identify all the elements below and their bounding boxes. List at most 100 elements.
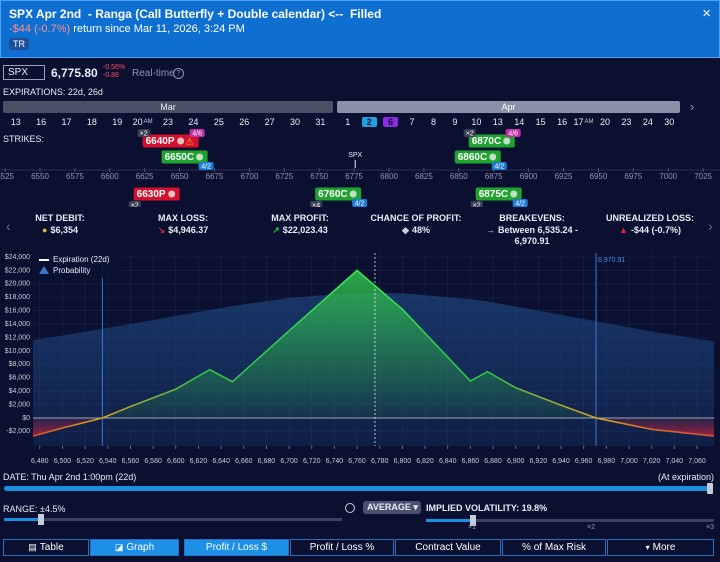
strike-chip[interactable]: 6870C×2 4/6 <box>463 129 521 148</box>
date-cell[interactable]: 26 <box>232 115 257 128</box>
average-dropdown[interactable]: AVERAGE ▾ <box>363 501 421 514</box>
date-cell[interactable]: 17 AM <box>573 115 594 128</box>
date-label[interactable]: 17 <box>61 116 72 127</box>
slider-thumb[interactable] <box>470 515 476 526</box>
date-cell[interactable]: 7 <box>401 115 422 128</box>
iv-slider[interactable] <box>426 519 714 522</box>
change: -0.56% -0.88 <box>103 64 125 80</box>
count-badge <box>512 199 528 207</box>
metric-tab[interactable]: Profit / Loss % <box>290 539 394 556</box>
date-slider[interactable] <box>4 486 710 491</box>
next-arrow[interactable]: › <box>708 218 713 234</box>
close-button[interactable]: × <box>702 5 711 22</box>
date-label[interactable]: 23 <box>163 116 174 127</box>
date-label[interactable]: 14 <box>514 116 525 127</box>
pl-line <box>33 269 714 437</box>
date-cell[interactable]: 20 <box>594 115 615 128</box>
date-label[interactable]: 9 <box>452 116 458 127</box>
date-cell[interactable]: 15 <box>530 115 551 128</box>
date-cell[interactable]: 25 <box>206 115 231 128</box>
iv-mark: ×2 <box>587 524 595 531</box>
view-tab[interactable]: ◪ Graph <box>90 539 179 556</box>
date-label[interactable]: 20 <box>599 116 610 127</box>
date-cell[interactable]: 8 <box>423 115 444 128</box>
date-label[interactable]: 2 <box>361 116 377 127</box>
loss-area <box>33 417 714 437</box>
date-label[interactable]: 1 <box>345 116 351 127</box>
mode: Real-time <box>132 68 175 79</box>
strike-chip[interactable]: 6650C 4/2 <box>161 150 214 171</box>
date-cell[interactable]: 20 AM <box>130 115 155 128</box>
date-cell[interactable]: 16 <box>28 115 53 128</box>
date-cell[interactable]: 6 <box>380 115 401 128</box>
date-label[interactable]: 16 <box>36 116 47 127</box>
info-icon[interactable]: ? <box>173 68 184 79</box>
date-label[interactable]: 23 <box>621 116 632 127</box>
date-cell[interactable]: 19 <box>105 115 130 128</box>
date-cell[interactable]: 23 <box>616 115 637 128</box>
date-label[interactable]: 19 <box>112 116 123 127</box>
range-slider[interactable] <box>4 518 342 521</box>
date-cell[interactable]: 27 <box>257 115 282 128</box>
x-tick-label: 6,760 <box>348 458 366 465</box>
stat-text: $4,946.37 <box>168 225 209 235</box>
date-label[interactable]: 26 <box>239 116 250 127</box>
date-cell[interactable]: 9 <box>444 115 465 128</box>
x-tick-label: 6,980 <box>598 458 616 465</box>
date-label[interactable]: 25 <box>213 116 224 127</box>
strike-chip[interactable]: 6630P ×2 <box>128 187 180 208</box>
date-label[interactable]: 10 <box>471 116 482 127</box>
month-bar: Mar <box>3 101 333 113</box>
metric-tab[interactable]: Profit / Loss $ <box>184 539 289 556</box>
prev-arrow[interactable]: ‹ <box>6 218 11 234</box>
date-label[interactable]: 13 <box>10 116 21 127</box>
date-label[interactable]: 24 <box>642 116 653 127</box>
date-cell[interactable]: 17 <box>54 115 79 128</box>
stat-icon: ▲ <box>619 225 628 235</box>
strike-chip[interactable]: 6640P ⚠ ×2 4/6 <box>137 129 205 148</box>
slider-thumb[interactable] <box>707 483 713 494</box>
date-label[interactable]: 16 <box>557 116 568 127</box>
date-label[interactable]: 6 <box>383 116 399 127</box>
tab-label: Contract Value <box>415 542 481 553</box>
symbol-input[interactable]: SPX <box>3 65 45 80</box>
date-cell[interactable]: 1 <box>337 115 358 128</box>
date-label[interactable]: 31 <box>315 116 326 127</box>
date-label[interactable]: 30 <box>289 116 300 127</box>
target-icon[interactable] <box>345 503 355 513</box>
date-cell[interactable]: 24 <box>181 115 206 128</box>
view-tab[interactable]: ▤ Table <box>3 539 89 556</box>
date-cell[interactable]: 31 <box>308 115 333 128</box>
date-label[interactable]: 20 <box>132 116 143 127</box>
date-label[interactable]: 24 <box>188 116 199 127</box>
slider-thumb[interactable] <box>38 514 44 525</box>
date-cell[interactable]: 30 <box>282 115 307 128</box>
strike-chip[interactable]: 6875C ×2 4/2 <box>470 187 528 208</box>
next-arrow[interactable]: › <box>690 99 695 114</box>
date-cell[interactable]: 10 <box>466 115 487 128</box>
date-label[interactable]: 17 <box>573 116 584 127</box>
date-cell[interactable]: 16 <box>551 115 572 128</box>
date-cell[interactable]: 13 <box>487 115 508 128</box>
date-cell[interactable]: 24 <box>637 115 658 128</box>
date-label[interactable]: 8 <box>430 116 436 127</box>
metric-tab[interactable]: % of Max Risk <box>502 539 606 556</box>
metric-tab[interactable]: ▾ More <box>607 539 714 556</box>
date-cell[interactable]: 2 <box>358 115 379 128</box>
legend-swatch <box>39 266 49 274</box>
date-label[interactable]: 15 <box>535 116 546 127</box>
date-cell[interactable]: 14 <box>509 115 530 128</box>
date-cell[interactable]: 18 <box>79 115 104 128</box>
date-cell[interactable]: 13 <box>3 115 28 128</box>
date-label[interactable]: 30 <box>664 116 675 127</box>
date-label[interactable]: 18 <box>86 116 97 127</box>
date-label[interactable]: 13 <box>492 116 503 127</box>
y-tick-label: $8,000 <box>9 361 31 368</box>
date-label[interactable]: 27 <box>264 116 275 127</box>
strike-chip[interactable]: 6760C ×4 4/2 <box>310 187 368 208</box>
metric-tab[interactable]: Contract Value <box>395 539 501 556</box>
date-cell[interactable]: 23 <box>155 115 180 128</box>
strike-chip[interactable]: 6860C 4/2 <box>454 150 507 171</box>
date-cell[interactable]: 30 <box>659 115 680 128</box>
date-label[interactable]: 7 <box>409 116 415 127</box>
